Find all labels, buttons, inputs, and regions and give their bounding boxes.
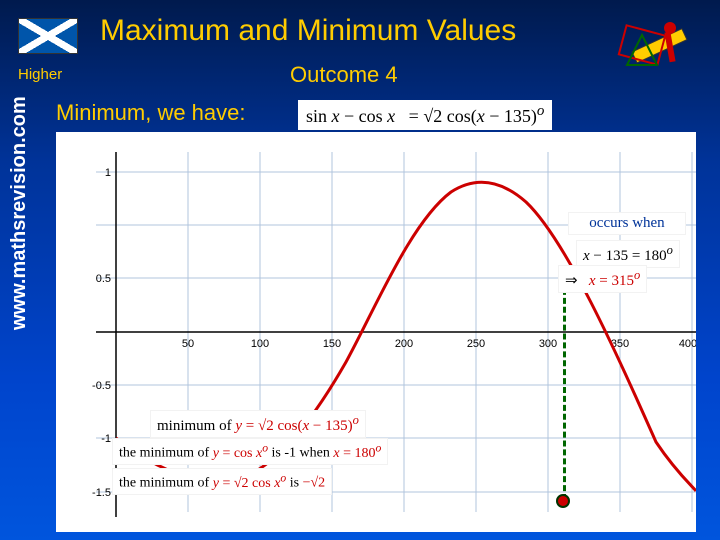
minimum-line-3: the minimum of y = √2 cos xo is −√2 (112, 468, 332, 495)
min2-suffix: is -1 when (268, 446, 333, 461)
min-point-marker (556, 494, 570, 508)
occurs-label: occurs when (568, 212, 686, 235)
occurs-equation: x − 135 = 180o (576, 240, 680, 268)
min-dashed-line (563, 280, 566, 500)
minimum-line-2: the minimum of y = cos xo is -1 when x =… (112, 438, 388, 465)
site-url: www.mathsrevision.com (8, 96, 31, 330)
svg-text:300: 300 (539, 338, 557, 350)
subtitle: Outcome 4 (290, 62, 398, 88)
svg-text:400: 400 (679, 338, 696, 350)
minimum-line-1: minimum of y = √2 cos(x − 135)o (150, 410, 366, 438)
svg-text:0.5: 0.5 (96, 273, 111, 285)
scotland-flag-icon (18, 18, 78, 54)
svg-text:150: 150 (323, 338, 341, 350)
main-formula: sin x − cos x = √2 cos(x − 135)o (298, 100, 552, 130)
svg-text:-1: -1 (101, 433, 111, 445)
min3-prefix: the minimum of (119, 476, 213, 491)
svg-text:250: 250 (467, 338, 485, 350)
min2-prefix: the minimum of (119, 446, 213, 461)
page-title: Maximum and Minimum Values (100, 14, 516, 48)
svg-text:50: 50 (182, 338, 194, 350)
svg-text:-0.5: -0.5 (92, 380, 111, 392)
level-label: Higher (18, 66, 62, 83)
svg-text:-1.5: -1.5 (92, 487, 111, 499)
svg-text:200: 200 (395, 338, 413, 350)
min1-prefix: minimum of (157, 418, 235, 434)
svg-text:1: 1 (105, 167, 111, 179)
intro-text: Minimum, we have: (56, 100, 246, 126)
svg-text:100: 100 (251, 338, 269, 350)
implies-equation: ⇒ x = 315o (558, 265, 647, 293)
math-tools-icon (612, 10, 702, 90)
min3-suffix: is (286, 476, 302, 491)
